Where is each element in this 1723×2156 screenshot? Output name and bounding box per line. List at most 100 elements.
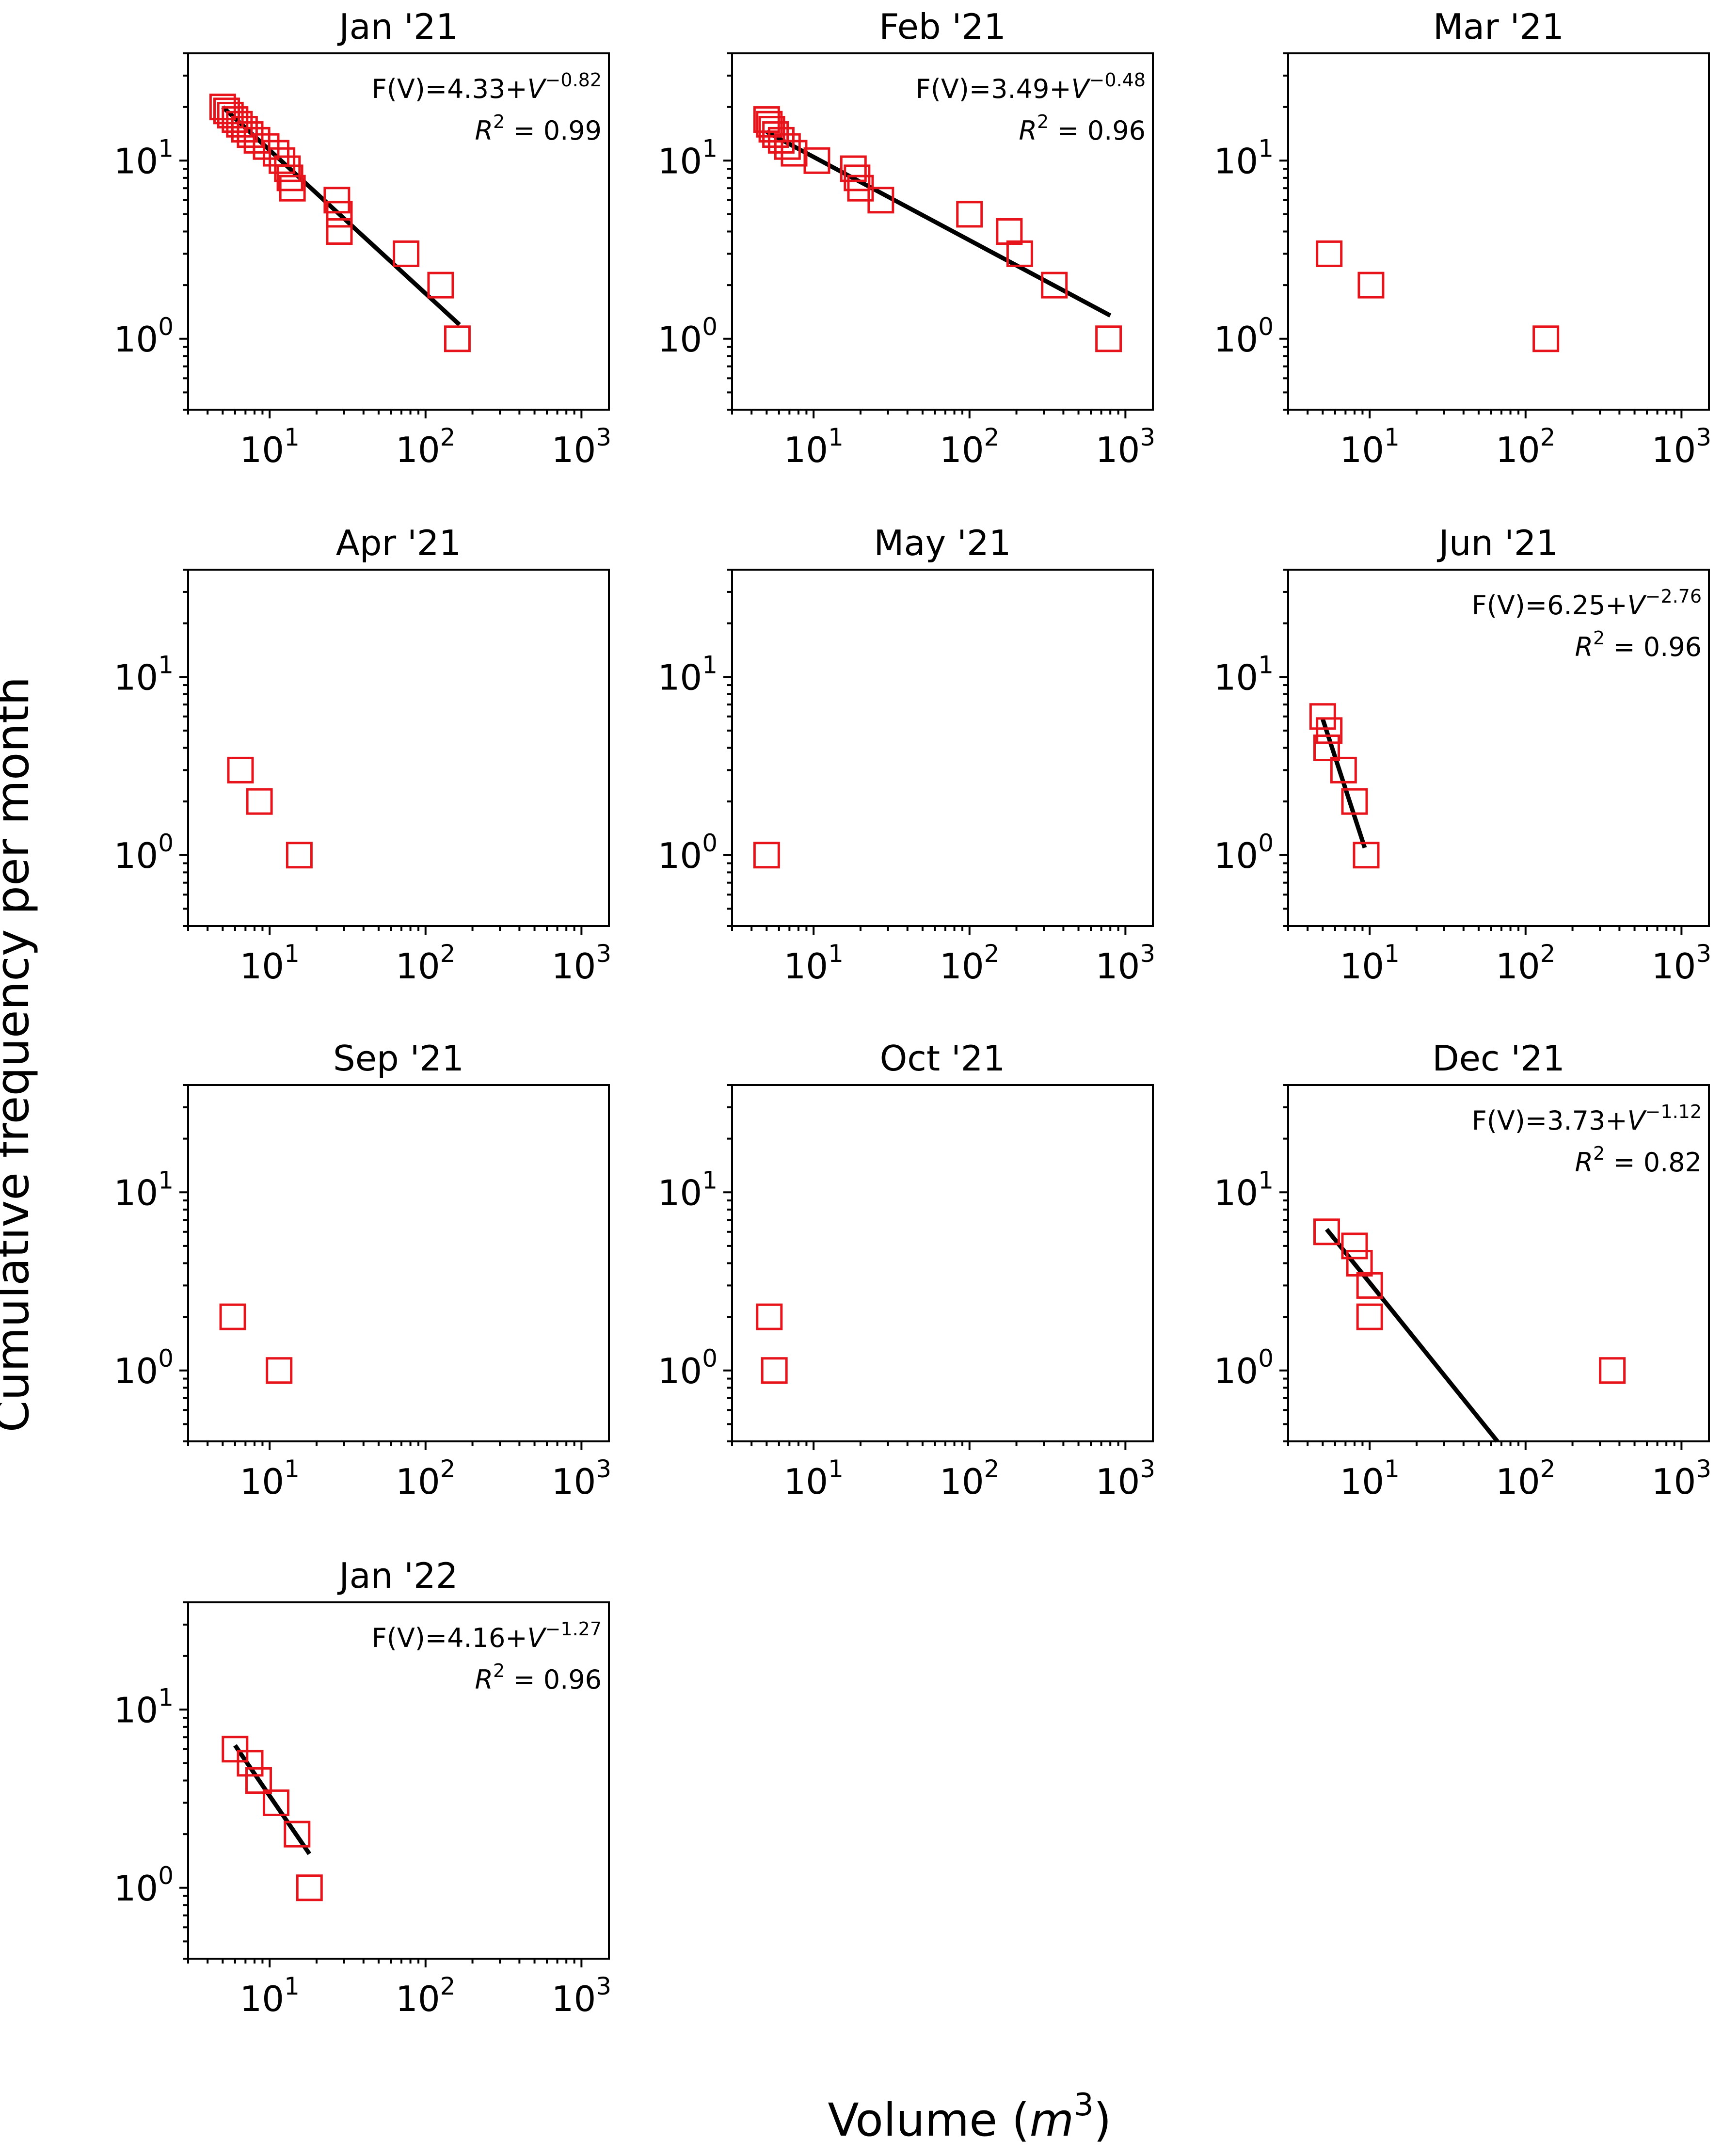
data-point (237, 1750, 264, 1777)
axes-frame (1287, 569, 1710, 927)
x-tick-label: 102 (396, 940, 455, 987)
data-point (1341, 1232, 1368, 1260)
panel-jun-21: Jun '21 101 102 103 100 101 F(V)=6.25+V−2.76 R2… (1214, 523, 1712, 987)
data-point (245, 1767, 272, 1794)
data-point (326, 201, 353, 228)
x-tick-label: 102 (940, 940, 999, 987)
data-point (1341, 788, 1368, 815)
panel-title: Apr '21 (336, 523, 462, 563)
data-point (323, 187, 351, 214)
y-tick-label: 101 (1214, 1166, 1274, 1213)
x-tick-label: 103 (1652, 940, 1711, 987)
fit-equation: F(V)=4.33+V−0.82 (372, 69, 602, 104)
data-point (844, 164, 871, 192)
data-point (246, 788, 273, 815)
x-tick-label: 101 (783, 940, 843, 987)
panel-dec-21: Dec '21 101 102 103 100 101 F(V)=3.73+V−1.12 R2… (1214, 1038, 1712, 1502)
data-point (1041, 271, 1068, 299)
data-point (222, 106, 249, 133)
fit-equation: F(V)=4.16+V−1.27 (372, 1618, 602, 1653)
x-tick-label: 101 (239, 423, 299, 470)
data-point (253, 133, 280, 160)
data-point (1356, 1272, 1383, 1299)
data-point (1599, 1357, 1626, 1384)
x-axis-label-suffix: ) (1094, 2094, 1112, 2147)
data-point (266, 1357, 293, 1384)
x-axis-label-sup: 3 (1074, 2087, 1094, 2123)
data-point (274, 155, 301, 182)
x-tick-label: 101 (239, 940, 299, 987)
y-tick-label: 100 (1214, 829, 1274, 876)
panel-title: Mar '21 (1433, 6, 1564, 47)
panel-jan-22: Jan '22 101 102 103 100 101 F(V)=4.16+V−1.27 R2… (114, 1555, 612, 2019)
panel-title: Dec '21 (1432, 1038, 1565, 1079)
axes-frame (731, 569, 1154, 927)
axes-frame (1287, 52, 1710, 411)
x-tick-label: 102 (1496, 423, 1555, 470)
x-tick-label: 101 (239, 1455, 299, 1502)
data-point (444, 325, 471, 352)
data-point (286, 842, 313, 869)
y-tick-label: 101 (114, 651, 174, 698)
x-tick-label: 102 (940, 423, 999, 470)
data-point (276, 164, 303, 192)
axes-frame (731, 1084, 1154, 1442)
data-point (326, 218, 353, 245)
panel-feb-21: Feb '21 101 102 103 100 101 F(V)=3.49+V−0.48 R2… (658, 6, 1156, 470)
y-axis-label: Cumulative frequency per month (0, 677, 39, 1433)
fit-equation: F(V)=3.49+V−0.48 (916, 69, 1146, 104)
fit-equation: F(V)=6.25+V−2.76 (1472, 586, 1702, 621)
panels: Jan '21 101 102 103 100 101 F(V)=4.33+V−0.82 R2… (114, 6, 1712, 2019)
r-squared: R2 = 0.96 (1575, 627, 1702, 662)
data-point (1309, 703, 1336, 730)
fit-line (1324, 1228, 1500, 1443)
panel-title: Sep '21 (333, 1038, 464, 1079)
y-tick-label: 101 (1214, 134, 1274, 181)
x-tick-label: 101 (239, 1972, 299, 2019)
data-point (753, 842, 780, 869)
data-point (227, 756, 254, 783)
x-tick-label: 103 (552, 940, 611, 987)
r-squared: R2 = 0.96 (475, 1660, 602, 1695)
x-tick-label: 103 (552, 423, 611, 470)
y-tick-label: 100 (658, 1344, 718, 1391)
y-tick-label: 101 (658, 134, 718, 181)
panel-title: Oct '21 (880, 1038, 1005, 1079)
data-point (1316, 717, 1343, 744)
y-tick-label: 100 (114, 829, 174, 876)
x-tick-label: 101 (1340, 940, 1399, 987)
data-point (222, 1736, 249, 1763)
data-point (262, 1789, 289, 1816)
y-tick-label: 100 (114, 1862, 174, 1909)
r-squared: R2 = 0.99 (475, 111, 602, 146)
x-tick-label: 103 (1652, 423, 1711, 470)
fit-equation: F(V)=3.73+V−1.12 (1472, 1101, 1702, 1136)
x-tick-label: 103 (1096, 940, 1155, 987)
data-point (1346, 1250, 1373, 1277)
data-point (1330, 756, 1357, 783)
x-tick-label: 103 (1096, 1455, 1155, 1502)
data-point (781, 140, 808, 167)
fit-line (221, 105, 461, 326)
y-tick-label: 100 (114, 1344, 174, 1391)
data-point (1532, 325, 1560, 352)
axes-frame (187, 1084, 610, 1442)
y-tick-label: 100 (1214, 1344, 1274, 1391)
data-point (217, 101, 244, 128)
x-tick-label: 102 (1496, 1455, 1555, 1502)
data-point (1313, 1218, 1340, 1246)
y-tick-label: 101 (658, 1166, 718, 1213)
y-tick-label: 100 (658, 313, 718, 360)
panel-title: Feb '21 (879, 6, 1006, 47)
data-point (803, 147, 830, 174)
x-tick-label: 102 (396, 423, 455, 470)
x-tick-label: 103 (1096, 423, 1155, 470)
data-point (840, 155, 867, 182)
data-point (761, 1357, 788, 1384)
data-point (956, 201, 983, 228)
data-point (269, 147, 296, 174)
data-point (774, 133, 801, 160)
y-tick-label: 101 (114, 1683, 174, 1730)
data-point (867, 187, 894, 214)
